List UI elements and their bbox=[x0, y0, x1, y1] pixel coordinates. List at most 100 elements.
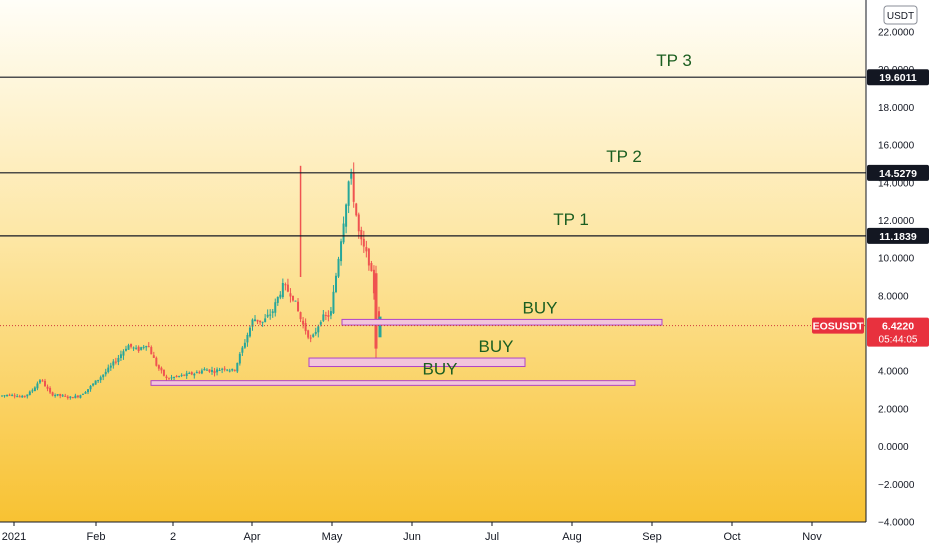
tp-line-label: TP 2 bbox=[606, 147, 642, 166]
buy-zone[interactable] bbox=[341, 318, 663, 326]
candle-body bbox=[150, 347, 153, 355]
x-tick-label: Nov bbox=[802, 531, 822, 543]
candle-body bbox=[97, 379, 100, 382]
candle-body bbox=[203, 368, 206, 371]
candle-body bbox=[374, 273, 378, 349]
candle-body bbox=[23, 395, 26, 397]
x-tick-label: Sep bbox=[642, 531, 662, 543]
candle-body bbox=[81, 393, 84, 395]
candle-body bbox=[66, 396, 69, 399]
candle-body bbox=[228, 370, 231, 372]
candle-body bbox=[312, 334, 315, 337]
y-tick-label: 22.0000 bbox=[878, 28, 915, 39]
candle-body bbox=[6, 394, 9, 396]
candle-body bbox=[317, 326, 320, 333]
candle-body bbox=[213, 370, 216, 374]
candle-body bbox=[102, 374, 105, 378]
candle-body bbox=[130, 343, 133, 347]
candle-body bbox=[236, 362, 239, 372]
buy-zone-label: BUY bbox=[423, 360, 458, 379]
candle-body bbox=[269, 314, 272, 316]
y-tick-label: 8.0000 bbox=[878, 291, 909, 302]
candle-body bbox=[360, 229, 363, 240]
candle-body bbox=[276, 296, 279, 303]
candle-body bbox=[254, 319, 257, 322]
candle-body bbox=[165, 376, 168, 378]
tp-price-tag bbox=[867, 164, 929, 181]
candle-body bbox=[41, 380, 44, 382]
candle-body bbox=[18, 396, 21, 398]
candle-body bbox=[132, 347, 135, 349]
candle-body bbox=[87, 389, 90, 393]
candle-body bbox=[342, 223, 345, 243]
candle-body bbox=[322, 314, 325, 321]
x-axis: 2021 Feb 2 Apr May Jun Jul Aug Sep Oct Nov bbox=[2, 522, 822, 543]
symbol-tag bbox=[812, 317, 864, 334]
candle-body bbox=[238, 353, 241, 364]
candle-body bbox=[99, 377, 102, 381]
candle-body bbox=[137, 346, 140, 352]
x-tick-label: May bbox=[322, 531, 343, 543]
tp-line-label: TP 1 bbox=[553, 210, 589, 229]
candle-body bbox=[266, 314, 269, 317]
tp-price-tag-text: 14.5279 bbox=[879, 168, 917, 180]
candle-body bbox=[259, 320, 262, 323]
candle-body bbox=[340, 241, 343, 262]
tp-price-tag-text: 19.6011 bbox=[879, 72, 917, 84]
candle-body bbox=[302, 320, 305, 325]
y-tick-label: 16.0000 bbox=[878, 141, 915, 152]
candle-body bbox=[218, 370, 221, 372]
candle-body bbox=[299, 312, 302, 320]
current-price-text: 6.4220 bbox=[882, 321, 914, 333]
candle-body bbox=[76, 395, 79, 398]
candle-body bbox=[56, 394, 59, 396]
candle-body bbox=[345, 204, 348, 227]
buy-zones-layer: BUY BUY BUY bbox=[150, 298, 663, 386]
candle-body bbox=[362, 238, 365, 247]
buy-zone-label: BUY bbox=[479, 337, 514, 356]
candle-body bbox=[11, 394, 14, 396]
x-tick-label: Jul bbox=[485, 531, 499, 543]
candle-body bbox=[274, 302, 277, 313]
buy-zone[interactable] bbox=[150, 380, 636, 386]
candle-body bbox=[117, 357, 120, 362]
candle-body bbox=[74, 395, 77, 399]
buy-zone[interactable] bbox=[308, 357, 526, 368]
candle-body bbox=[59, 393, 62, 396]
countdown-text: 05:44:05 bbox=[879, 335, 918, 346]
tp-price-tag bbox=[867, 227, 929, 244]
candle-body bbox=[51, 392, 54, 396]
candle-body bbox=[200, 370, 203, 374]
candle-body bbox=[112, 361, 115, 366]
candle-body bbox=[271, 311, 274, 314]
candle-body bbox=[355, 203, 358, 216]
currency-button[interactable] bbox=[883, 5, 918, 25]
plot-background bbox=[0, 0, 866, 522]
candle-body bbox=[185, 373, 188, 376]
candle-body bbox=[205, 369, 208, 371]
candle-body bbox=[61, 395, 64, 397]
candle-body bbox=[195, 372, 198, 374]
candle-body bbox=[16, 396, 19, 398]
candle-body bbox=[124, 348, 127, 351]
candle-body bbox=[190, 372, 193, 375]
candle-body bbox=[241, 347, 244, 353]
candle-body bbox=[140, 347, 143, 350]
candle-body bbox=[135, 347, 138, 349]
candle-body bbox=[291, 295, 294, 301]
candle-body bbox=[38, 380, 41, 383]
symbol-tag-text: EOSUSDT bbox=[813, 321, 864, 333]
x-axis-panel bbox=[0, 522, 866, 550]
candle-body bbox=[324, 315, 327, 317]
candle-body bbox=[289, 293, 292, 297]
candle-body bbox=[314, 331, 317, 334]
candle-body bbox=[251, 319, 254, 327]
current-price-tag bbox=[867, 317, 929, 347]
candle-body bbox=[188, 372, 191, 374]
candle-body bbox=[127, 345, 130, 350]
candle-body bbox=[145, 346, 148, 348]
candle-body bbox=[284, 284, 287, 286]
candle-body bbox=[211, 370, 214, 372]
candle-body bbox=[170, 377, 173, 379]
